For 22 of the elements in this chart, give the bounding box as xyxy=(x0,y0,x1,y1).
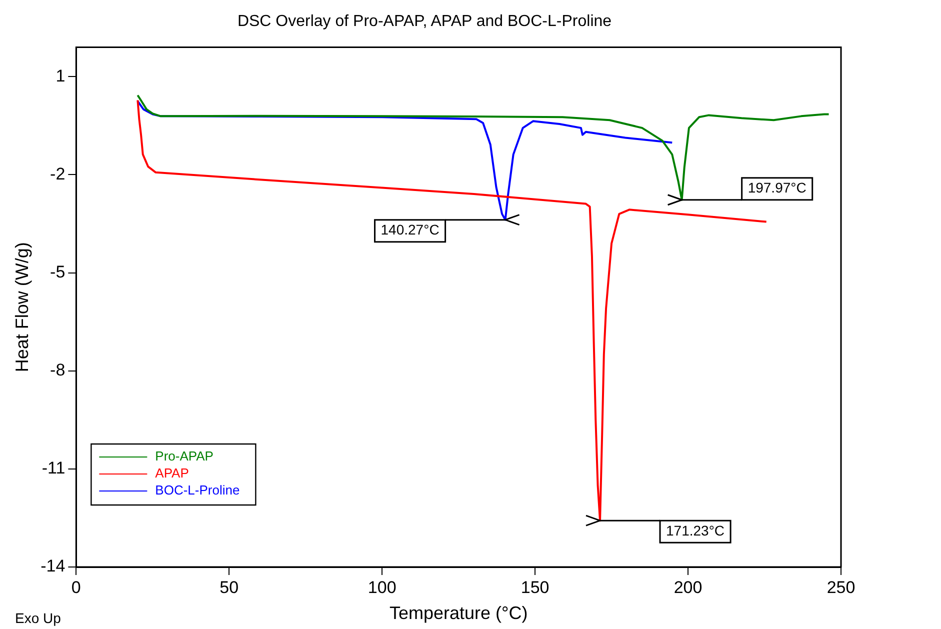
y-tick-label: -8 xyxy=(50,360,66,380)
y-tick-label: -2 xyxy=(50,164,66,184)
y-tick-label: -5 xyxy=(50,262,66,282)
x-tick-label: 100 xyxy=(368,578,396,597)
chart-title: DSC Overlay of Pro-APAP, APAP and BOC-L-Proline xyxy=(237,13,612,30)
annotation: 197.97°C xyxy=(748,180,806,196)
annotation: 140.27°C xyxy=(380,222,440,238)
legend-label: Pro-APAP xyxy=(155,448,214,464)
x-tick-label: 250 xyxy=(826,578,856,597)
legend-label: BOC-L-Proline xyxy=(155,482,240,498)
legend-label: APAP xyxy=(155,466,189,481)
text: Exo Up xyxy=(15,610,62,626)
x-axis-title: Temperature (°C) xyxy=(389,603,528,624)
y-tick-label: -11 xyxy=(42,458,66,478)
x-tick-label: 0 xyxy=(71,578,81,597)
y-tick-label: -14 xyxy=(40,556,66,576)
x-tick-label: 50 xyxy=(220,578,239,597)
x-tick-label: 150 xyxy=(520,578,550,597)
annotation: 171.23°C xyxy=(666,522,725,538)
y-axis-title: Heat Flow (W/g) xyxy=(12,242,32,372)
x-tick-label: 200 xyxy=(674,578,702,597)
y-tick-label: 1 xyxy=(56,66,66,86)
